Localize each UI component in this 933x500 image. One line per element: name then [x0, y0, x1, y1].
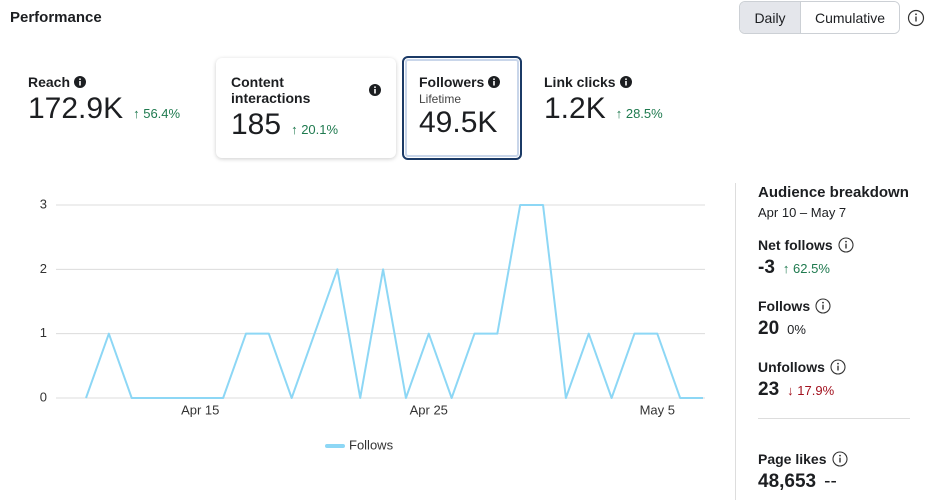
- breakdown-item: Unfollows 23 ↓ 17.9%: [758, 359, 846, 401]
- toggle-cumulative[interactable]: Cumulative: [801, 2, 899, 33]
- metric-reach[interactable]: Reach 172.9K ↑ 56.4%: [28, 74, 180, 126]
- x-tick-label: Apr 15: [181, 402, 219, 417]
- y-tick-label: 0: [40, 389, 47, 404]
- item-label: Unfollows: [758, 359, 825, 375]
- metric-label: Followers: [419, 74, 485, 90]
- legend-label: Follows: [349, 437, 394, 452]
- metric-content-interactions[interactable]: Content interactions 185 ↑ 20.1%: [216, 58, 396, 158]
- metric-followers[interactable]: Followers Lifetime 49.5K: [402, 56, 522, 160]
- breakdown-header: Audience breakdown Apr 10 – May 7: [758, 184, 909, 220]
- info-icon: [74, 76, 87, 88]
- change-value: 28.5%: [625, 106, 663, 121]
- info-icon[interactable]: [838, 237, 854, 253]
- change-value: 17.9%: [797, 383, 835, 398]
- item-change: --: [824, 471, 837, 492]
- x-tick-label: Apr 25: [410, 402, 448, 417]
- separator: [758, 418, 910, 419]
- breakdown-item: Follows 20 0%: [758, 298, 831, 340]
- item-value: 48,653: [758, 471, 817, 492]
- info-icon[interactable]: [907, 9, 925, 27]
- y-tick-label: 3: [40, 196, 47, 211]
- metric-change: ↑ 56.4%: [133, 106, 181, 121]
- item-value: 23: [758, 379, 780, 400]
- metric-link-clicks[interactable]: Link clicks 1.2K ↑ 28.5%: [544, 74, 663, 126]
- metric-value: 185: [231, 108, 282, 141]
- toggle-daily[interactable]: Daily: [740, 2, 801, 33]
- info-icon: [369, 84, 381, 96]
- info-icon: [488, 76, 501, 88]
- metric-value: 49.5K: [419, 106, 498, 139]
- breakdown-title: Audience breakdown: [758, 184, 909, 201]
- view-toggle: Daily Cumulative: [739, 1, 900, 34]
- series-line: [85, 204, 703, 399]
- info-icon[interactable]: [831, 451, 848, 467]
- item-change: ↑ 62.5%: [782, 261, 830, 276]
- change-value: 20.1%: [301, 122, 339, 137]
- metric-sublabel: Lifetime: [419, 92, 462, 106]
- y-tick-label: 1: [40, 325, 47, 340]
- change-value: 62.5%: [793, 261, 830, 276]
- page-title: Performance: [10, 9, 102, 26]
- item-value: 20: [758, 318, 780, 339]
- chart: 0 1 2 3 Apr 15 Apr 25 May 5 Follows: [40, 196, 705, 452]
- x-tick-label: May 5: [640, 402, 675, 417]
- breakdown-item: Page likes 48,653 --: [758, 451, 848, 493]
- item-change: 0%: [787, 322, 806, 337]
- item-value: -3: [758, 257, 775, 278]
- item-label: Net follows: [758, 237, 833, 253]
- item-label: Follows: [758, 298, 811, 314]
- item-change: ↓ 17.9%: [787, 383, 835, 398]
- metric-label: Link clicks: [544, 74, 616, 90]
- metric-label: Content interactions: [231, 74, 311, 106]
- change-value: 56.4%: [143, 106, 181, 121]
- y-tick-label: 2: [40, 261, 47, 276]
- item-label: Page likes: [758, 451, 827, 467]
- metric-change: ↑ 28.5%: [615, 106, 663, 121]
- info-icon[interactable]: [830, 359, 846, 375]
- breakdown-item: Net follows -3 ↑ 62.5%: [758, 237, 854, 279]
- metric-value: 1.2K: [544, 92, 606, 125]
- metric-value: 172.9K: [28, 92, 124, 125]
- metric-label: Reach: [28, 74, 71, 90]
- metric-change: ↑ 20.1%: [291, 122, 339, 137]
- divider: [735, 183, 736, 500]
- info-icon: [619, 76, 632, 88]
- breakdown-dates: Apr 10 – May 7: [758, 205, 847, 220]
- info-icon[interactable]: [815, 298, 831, 314]
